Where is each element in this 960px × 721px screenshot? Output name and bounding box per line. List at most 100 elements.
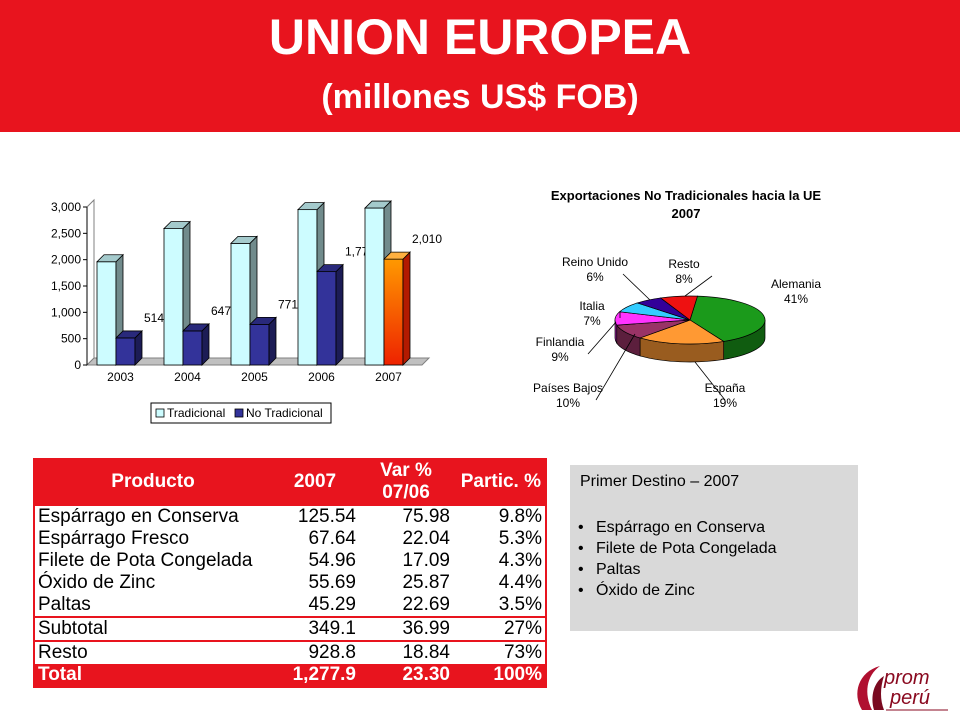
- cell-partic: 73%: [453, 640, 546, 664]
- page-title: UNION EUROPEA: [268, 9, 692, 65]
- pie-label-name: Países Bajos: [533, 381, 603, 395]
- x-tick-label: 2003: [107, 370, 134, 384]
- y-tick-label: 2,000: [51, 253, 81, 267]
- legend-swatch-tradicional: [155, 408, 165, 418]
- pie-leader-line: [587, 321, 617, 355]
- cell-var: 22.69: [402, 594, 450, 615]
- cell-2007: 45.29: [308, 594, 356, 615]
- col-header-var-line2: 07/06: [382, 482, 430, 503]
- bar-no-tradicional: [383, 251, 411, 366]
- cell-var: 23.30: [359, 664, 453, 687]
- pie-label-name: España: [705, 381, 746, 395]
- pie-chart: Exportaciones No Tradicionales hacia la …: [533, 188, 822, 410]
- pie-leader-line: [595, 333, 636, 401]
- cell-producto: Espárrago en Conserva: [38, 506, 239, 527]
- cell-producto: Resto: [34, 640, 271, 664]
- pie-label-value: 6%: [586, 270, 604, 284]
- subtotal-row: Subtotal 349.1 36.99 27%: [34, 616, 546, 641]
- pie-label-name: Italia: [579, 299, 605, 313]
- y-tick-label: 2,500: [51, 226, 81, 240]
- cell-producto: Subtotal: [34, 616, 271, 641]
- cell-var: 75.98: [402, 506, 450, 527]
- cell-producto: Óxido de Zinc: [38, 572, 156, 593]
- list-item: Espárrago en Conserva: [578, 517, 777, 538]
- bar-chart: 0 500 1,000 1,500 2,000 2,500 3,000 514 2003 647 2…: [51, 198, 442, 424]
- table-row: Óxido de Zinc 55.69 25.87 4.4%: [34, 572, 546, 594]
- cell-partic: 27%: [453, 616, 546, 641]
- cell-partic: 9.8%: [498, 506, 542, 527]
- list-item: Filete de Pota Congelada: [578, 538, 777, 559]
- cell-partic: 3.5%: [498, 594, 542, 615]
- cell-producto: Paltas: [38, 594, 91, 615]
- cell-2007: 55.69: [308, 572, 356, 593]
- col-header-2007: 2007: [271, 458, 359, 506]
- cell-2007: 67.64: [308, 528, 356, 549]
- data-label: 771: [278, 297, 298, 311]
- y-tick-label: 500: [61, 332, 81, 346]
- col-header-var-line1: Var %: [380, 460, 432, 481]
- cell-producto: Filete de Pota Congelada: [38, 550, 253, 571]
- cell-var: 18.84: [359, 640, 453, 664]
- header-banner: UNION EUROPEA (millones US$ FOB): [0, 0, 960, 132]
- pie-leader-line: [694, 361, 726, 401]
- logo-text-peru: perú: [889, 687, 930, 709]
- pie-label-name: Alemania: [771, 277, 821, 291]
- x-tick-label: 2007: [375, 370, 402, 384]
- list-item: Óxido de Zinc: [578, 580, 777, 601]
- logo-text-prom: prom: [883, 667, 930, 689]
- data-label: 514: [144, 311, 164, 325]
- pie-label-name: Reino Unido: [562, 255, 628, 269]
- list-item: Paltas: [578, 559, 777, 580]
- bar-no-tradicional: [316, 263, 344, 366]
- data-label: 2,010: [412, 232, 442, 246]
- y-axis: 0 500 1,000 1,500 2,000 2,500 3,000: [51, 200, 88, 372]
- table-row: Filete de Pota Congelada 54.96 17.09 4.3…: [34, 550, 546, 572]
- pie-leader-line: [622, 273, 651, 301]
- bar-no-tradicional: [115, 329, 143, 366]
- bar-no-tradicional: [249, 316, 277, 366]
- cell-producto: Espárrago Fresco: [38, 528, 190, 549]
- table-header-row: Producto 2007 Var % 07/06 Partic. %: [34, 458, 546, 506]
- pie-label-value: 8%: [675, 272, 693, 286]
- cell-var: 36.99: [359, 616, 453, 641]
- col-header-partic: Partic. %: [453, 458, 546, 506]
- cell-producto: Total: [34, 664, 271, 687]
- primer-destino-box: Primer Destino – 2007 Espárrago en Conse…: [570, 465, 858, 631]
- cell-2007: 349.1: [271, 616, 359, 641]
- bar-legend: Tradicional No Tradicional: [150, 402, 332, 424]
- cell-partic: 100%: [453, 664, 546, 687]
- x-tick-label: 2006: [308, 370, 335, 384]
- infobox-heading: Primer Destino – 2007: [580, 473, 740, 490]
- x-tick-label: 2005: [241, 370, 268, 384]
- promperu-logo: prom perú: [850, 660, 950, 716]
- pie-leader-line: [684, 275, 713, 297]
- y-tick-label: 3,000: [51, 200, 81, 214]
- y-tick-label: 0: [74, 358, 81, 372]
- cell-2007: 1,277.9: [271, 664, 359, 687]
- legend-swatch-no-tradicional: [234, 408, 244, 418]
- pie-label-name: Resto: [668, 257, 700, 271]
- pie-tops: [614, 295, 766, 345]
- legend-label-tradicional: Tradicional: [167, 406, 225, 420]
- page-subtitle: (millones US$ FOB): [321, 78, 639, 116]
- pie-subtitle: 2007: [672, 206, 701, 221]
- cell-2007: 125.54: [297, 506, 356, 527]
- resto-row: Resto 928.8 18.84 73%: [34, 640, 546, 664]
- pie-label-value: 9%: [551, 350, 569, 364]
- cell-2007: 54.96: [308, 550, 356, 571]
- pie-label-value: 7%: [583, 314, 601, 328]
- legend-label-no-tradicional: No Tradicional: [246, 406, 323, 420]
- logo-swirl-icon: prom perú: [857, 666, 948, 711]
- x-tick-label: 2004: [174, 370, 201, 384]
- data-label: 647: [211, 304, 231, 318]
- cell-partic: 4.4%: [498, 572, 542, 593]
- cell-partic: 4.3%: [498, 550, 542, 571]
- total-row: Total 1,277.9 23.30 100%: [34, 664, 546, 687]
- y-tick-label: 1,500: [51, 279, 81, 293]
- pie-label-value: 41%: [784, 292, 808, 306]
- pie-label-value: 19%: [713, 396, 737, 410]
- pie-title: Exportaciones No Tradicionales hacia la …: [551, 188, 822, 203]
- pie-slice: [689, 295, 766, 342]
- infobox-list: Espárrago en Conserva Filete de Pota Con…: [578, 517, 777, 601]
